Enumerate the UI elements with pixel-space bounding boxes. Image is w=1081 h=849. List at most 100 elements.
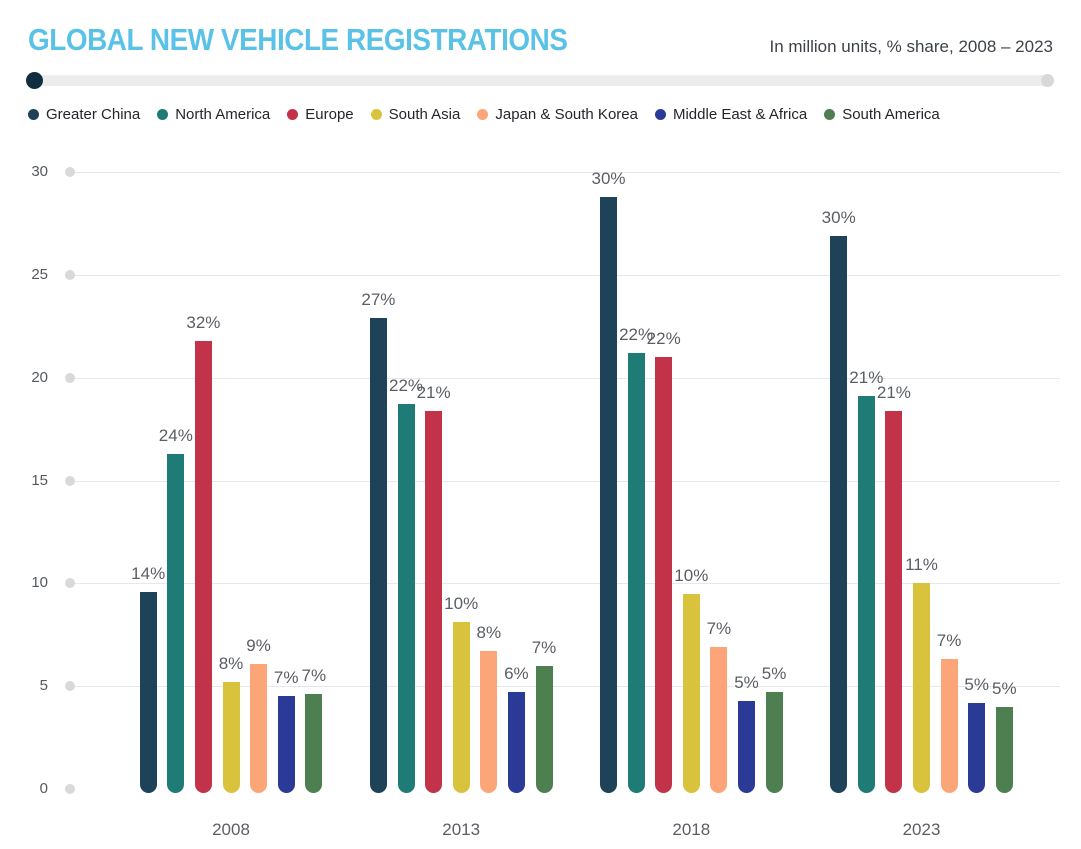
chart-subtitle: In million units, % share, 2008 – 2023 xyxy=(769,37,1053,56)
bar-share-label-greater-china-2018: 30% xyxy=(591,168,626,188)
bar-share-label-south-asia-2008: 8% xyxy=(218,654,244,674)
x-axis-label-2008: 2008 xyxy=(212,820,250,839)
bar-share-label-europe-2008: 32% xyxy=(186,312,221,332)
bar-share-label-north-america-2013: 22% xyxy=(388,376,424,396)
bar-middle-east-and-africa-2023[interactable] xyxy=(968,702,986,793)
bar-share-label-middle-east-and-africa-2023: 5% xyxy=(964,674,989,694)
bar-south-america-2018[interactable] xyxy=(765,692,783,793)
bar-share-label-south-america-2023: 5% xyxy=(992,678,1017,698)
legend-color-dot xyxy=(287,109,299,120)
gridline-y15 xyxy=(66,480,1060,482)
gridline-y5 xyxy=(66,686,1060,688)
bar-share-label-japan-and-south-korea-2023: 7% xyxy=(936,631,962,651)
x-axis-label-2013: 2013 xyxy=(442,820,481,839)
bar-south-asia-2013[interactable] xyxy=(452,622,470,793)
legend-label: South America xyxy=(842,106,940,123)
bar-south-america-2008[interactable] xyxy=(305,694,323,793)
bar-share-label-north-america-2008: 24% xyxy=(158,425,193,445)
bar-greater-china-2018[interactable] xyxy=(600,196,617,793)
bar-greater-china-2008[interactable] xyxy=(139,591,157,793)
timeline-slider[interactable] xyxy=(26,72,1054,89)
bar-share-label-south-asia-2018: 10% xyxy=(674,565,709,585)
bar-south-asia-2023[interactable] xyxy=(913,583,930,793)
legend-label: North America xyxy=(175,106,271,123)
bar-share-label-south-america-2013: 7% xyxy=(531,637,557,657)
gridline-y30 xyxy=(66,172,1060,173)
bar-share-label-south-asia-2023: 11% xyxy=(905,555,938,575)
bar-japan-and-south-korea-2013[interactable] xyxy=(480,651,498,793)
legend-item-europe[interactable]: Europe xyxy=(287,106,354,123)
bar-share-label-north-america-2023: 21% xyxy=(849,368,884,388)
y-axis-label-15: 15 xyxy=(31,471,48,489)
axis-tick-dot-y20 xyxy=(65,372,75,383)
bar-middle-east-and-africa-2018[interactable] xyxy=(738,700,755,793)
bar-share-label-middle-east-and-africa-2008: 7% xyxy=(273,668,299,688)
legend-item-south-asia[interactable]: South Asia xyxy=(370,106,461,123)
legend-label: South Asia xyxy=(388,106,461,123)
bar-south-america-2023[interactable] xyxy=(995,706,1013,793)
bar-europe-2008[interactable] xyxy=(194,340,212,793)
bar-north-america-2018[interactable] xyxy=(627,352,645,793)
bar-north-america-2008[interactable] xyxy=(167,453,185,793)
bar-japan-and-south-korea-2018[interactable] xyxy=(710,647,728,793)
bar-greater-china-2023[interactable] xyxy=(830,235,848,793)
bar-north-america-2023[interactable] xyxy=(857,396,875,793)
bar-share-label-greater-china-2023: 30% xyxy=(821,207,856,227)
gridline-y20 xyxy=(66,377,1060,379)
bar-south-america-2013[interactable] xyxy=(535,665,553,793)
legend-item-south-america[interactable]: South America xyxy=(824,106,940,123)
axis-tick-dot-y5 xyxy=(65,681,75,692)
legend-color-dot xyxy=(28,109,39,120)
legend-label: Japan & South Korea xyxy=(495,106,638,123)
bar-share-label-greater-china-2008: 14% xyxy=(131,563,166,583)
axis-tick-dot-y0 xyxy=(65,784,75,794)
y-axis-label-0: 0 xyxy=(39,780,48,797)
bar-japan-and-south-korea-2008[interactable] xyxy=(250,663,268,793)
bar-share-label-japan-and-south-korea-2013: 8% xyxy=(476,623,502,643)
y-axis-label-20: 20 xyxy=(31,368,48,386)
bar-japan-and-south-korea-2023[interactable] xyxy=(940,659,958,793)
legend-label: Greater China xyxy=(46,106,141,123)
bar-europe-2018[interactable] xyxy=(655,357,673,793)
y-axis-label-25: 25 xyxy=(31,265,48,283)
bar-share-label-north-america-2018: 22% xyxy=(619,324,654,344)
bar-north-america-2013[interactable] xyxy=(397,404,415,793)
bar-middle-east-and-africa-2013[interactable] xyxy=(507,692,525,793)
x-axis-label-2023: 2023 xyxy=(902,820,941,839)
bar-share-label-europe-2013: 21% xyxy=(416,382,451,402)
gridline-y25 xyxy=(66,274,1060,276)
y-axis-label-30: 30 xyxy=(31,163,48,180)
bar-south-asia-2018[interactable] xyxy=(682,593,700,793)
chart-legend: Greater China North America Europe South As… xyxy=(28,106,940,123)
legend-item-greater-china[interactable]: Greater China xyxy=(28,106,140,123)
slider-handle[interactable] xyxy=(26,72,43,89)
legend-item-middle-east-and-africa[interactable]: Middle East & Africa xyxy=(654,106,808,123)
x-axis-label-2018: 2018 xyxy=(672,820,711,839)
legend-color-dot xyxy=(824,109,836,120)
legend-label: Middle East & Africa xyxy=(672,106,808,123)
bar-europe-2013[interactable] xyxy=(425,410,443,793)
bar-share-label-japan-and-south-korea-2008: 9% xyxy=(246,635,271,655)
legend-color-dot xyxy=(477,109,489,120)
legend-color-dot xyxy=(157,109,169,120)
legend-item-japan-and-south-korea[interactable]: Japan & South Korea xyxy=(477,106,638,123)
bar-europe-2023[interactable] xyxy=(885,410,903,793)
bar-middle-east-and-africa-2008[interactable] xyxy=(277,696,295,793)
page-title: GLOBAL NEW VEHICLE REGISTRATIONS xyxy=(28,22,568,57)
y-axis-label-5: 5 xyxy=(39,677,48,695)
bar-share-label-south-america-2018: 5% xyxy=(761,664,787,684)
legend-label: Europe xyxy=(305,106,354,123)
axis-tick-dot-y10 xyxy=(65,578,75,589)
legend-color-dot xyxy=(370,109,382,120)
slider-end-dot xyxy=(1041,74,1054,87)
bar-share-label-middle-east-and-africa-2013: 6% xyxy=(504,664,529,684)
bar-share-label-japan-and-south-korea-2018: 7% xyxy=(706,619,732,639)
bar-share-label-south-asia-2013: 10% xyxy=(444,594,479,614)
axis-tick-dot-y30 xyxy=(65,167,75,177)
bar-greater-china-2013[interactable] xyxy=(369,318,387,793)
bar-share-label-middle-east-and-africa-2018: 5% xyxy=(734,672,759,692)
bar-south-asia-2008[interactable] xyxy=(222,682,240,793)
bar-share-label-europe-2018: 22% xyxy=(646,329,681,349)
legend-item-north-america[interactable]: North America xyxy=(157,106,270,123)
